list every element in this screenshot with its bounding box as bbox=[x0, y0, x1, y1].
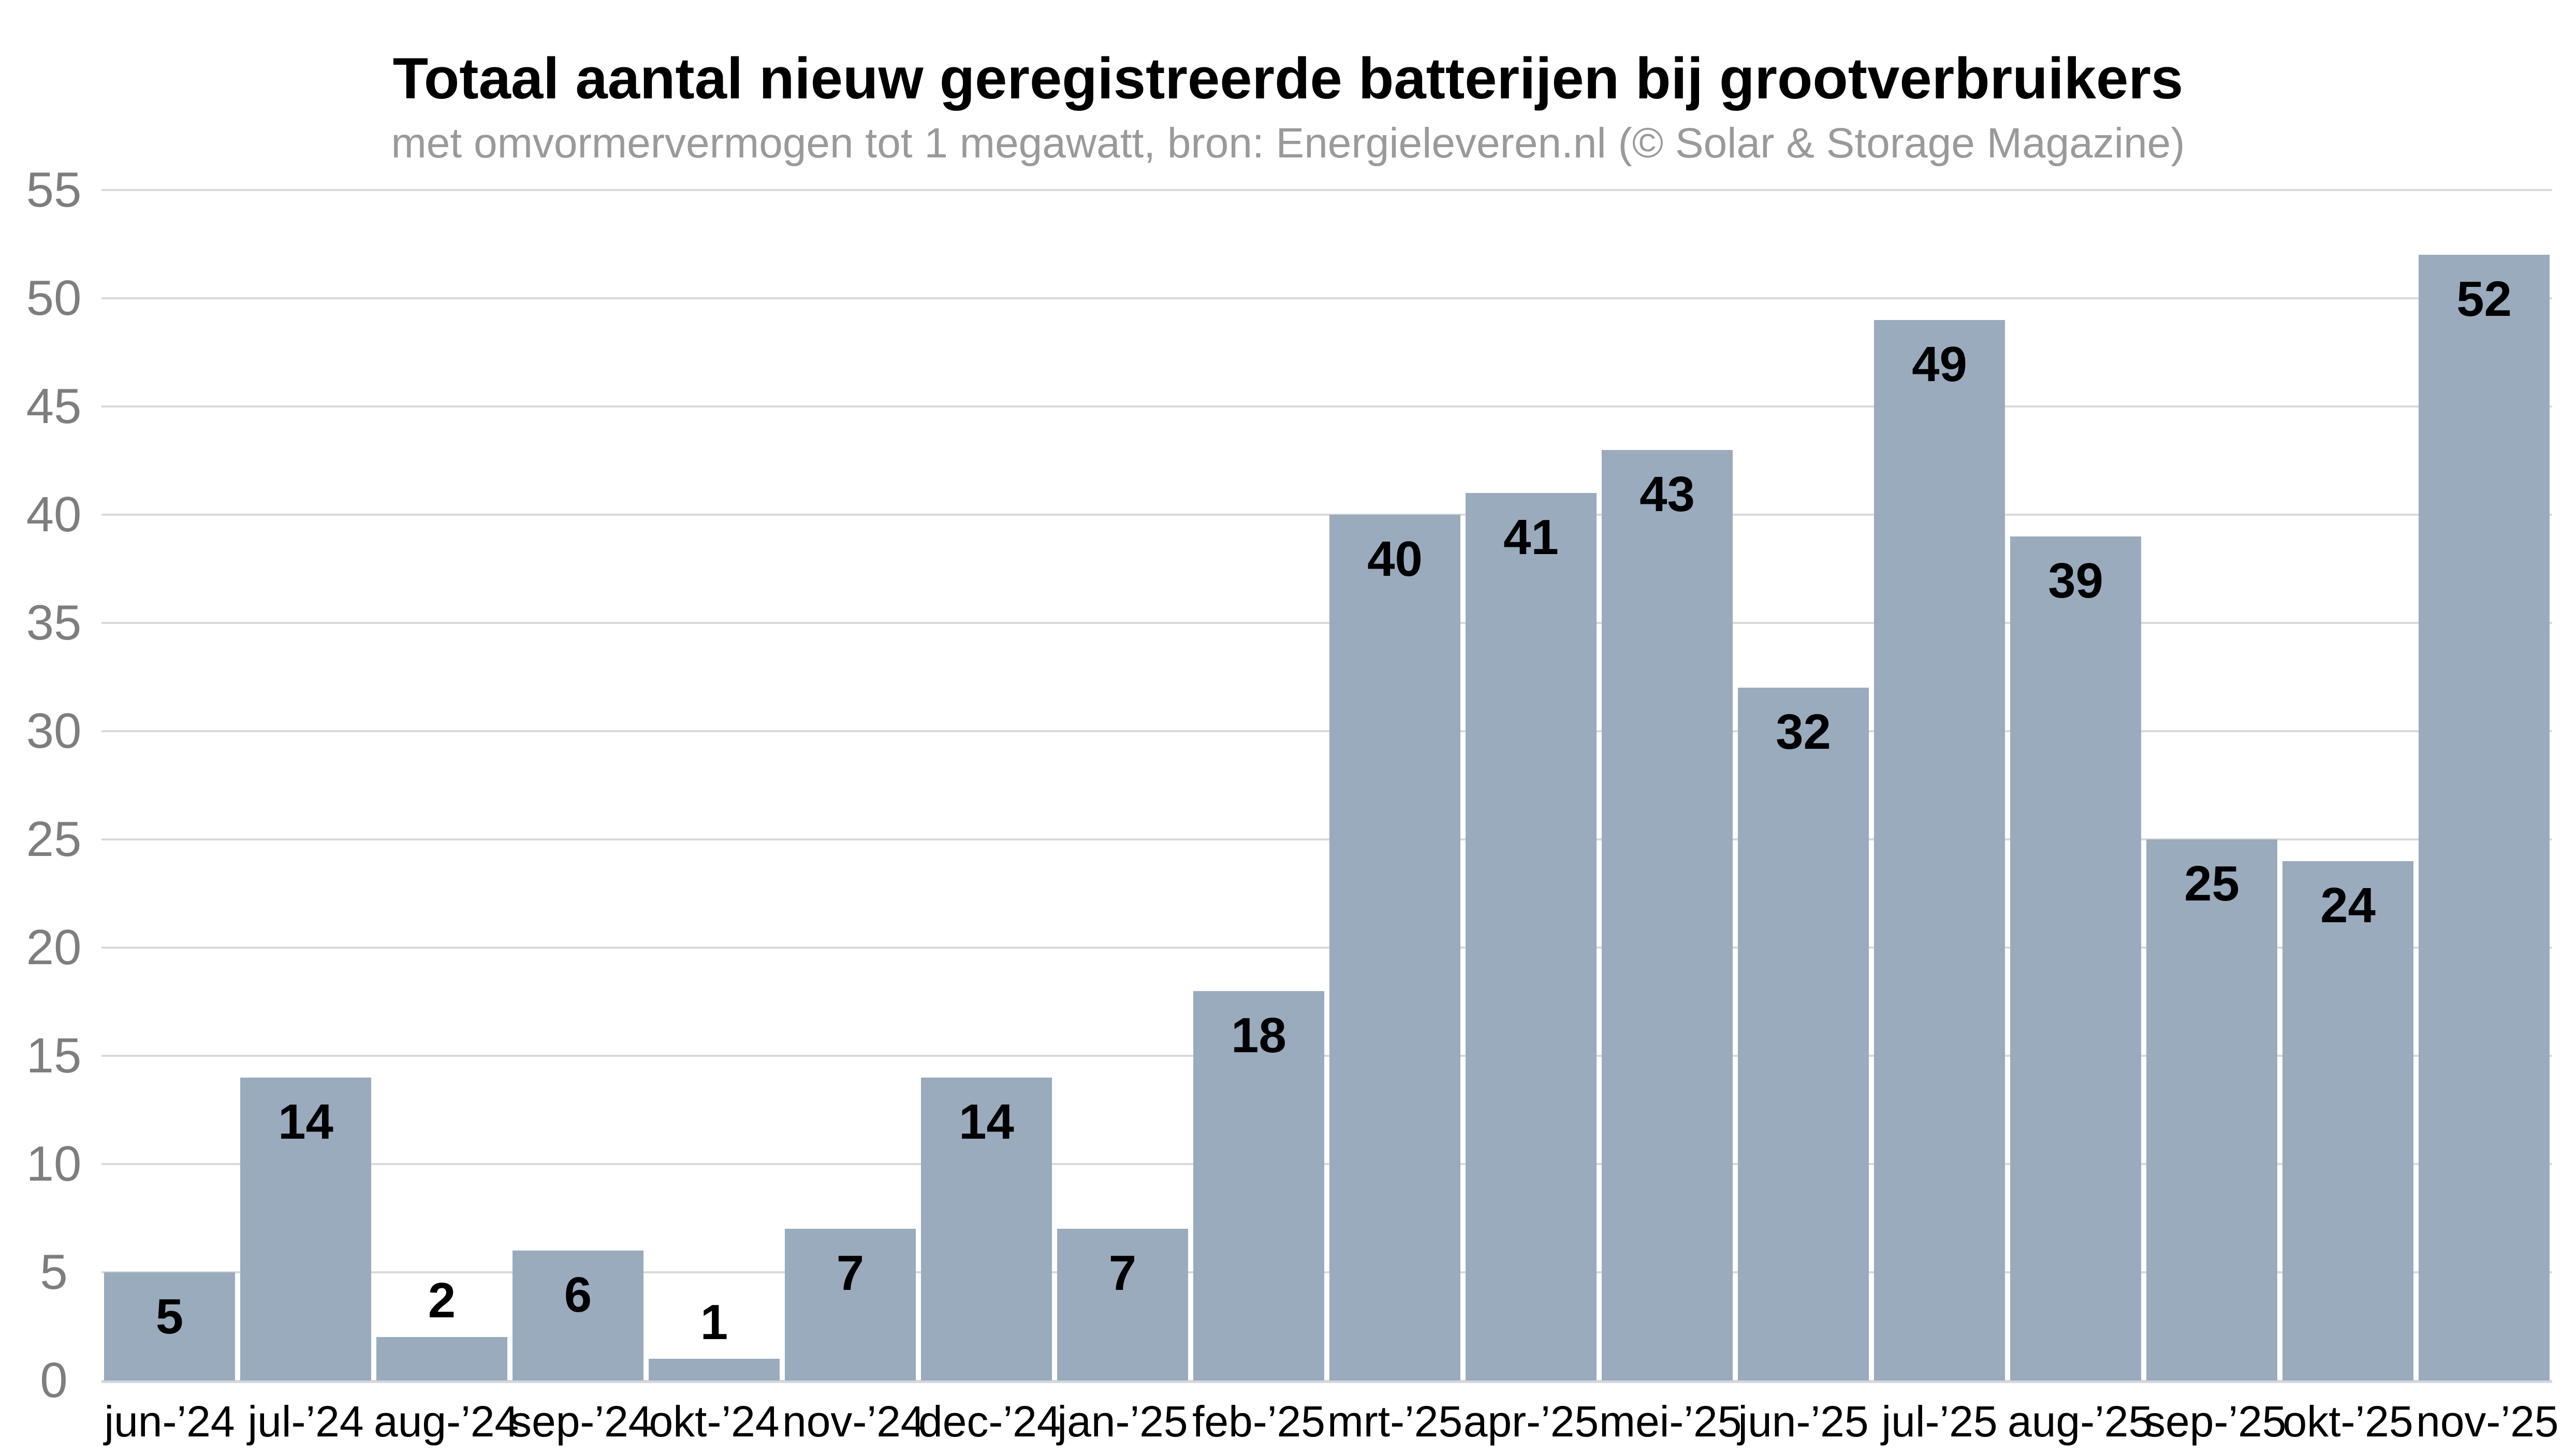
bar-value-label: 14 bbox=[959, 1094, 1014, 1150]
bar-value-label: 49 bbox=[1912, 337, 1967, 392]
gridline bbox=[101, 405, 2552, 408]
bar bbox=[1057, 1229, 1188, 1381]
bar-value-label: 2 bbox=[428, 1273, 456, 1328]
x-axis-label: apr-’25 bbox=[1463, 1397, 1599, 1446]
bar-value-label: 7 bbox=[836, 1245, 865, 1301]
x-axis-label: jun-’24 bbox=[104, 1397, 235, 1446]
x-axis-label: jul-’24 bbox=[247, 1397, 364, 1446]
bar-value-label: 25 bbox=[2184, 856, 2240, 911]
gridline bbox=[101, 730, 2552, 732]
gridline bbox=[101, 838, 2552, 840]
gridline bbox=[101, 514, 2552, 516]
gridline bbox=[101, 1163, 2552, 1165]
x-axis-label: jul-’25 bbox=[1881, 1397, 1998, 1446]
bar-value-label: 40 bbox=[1367, 531, 1423, 587]
y-axis-tick-label: 50 bbox=[26, 270, 82, 326]
y-axis-tick-label: 40 bbox=[26, 487, 82, 542]
bar bbox=[376, 1337, 507, 1381]
gridline bbox=[101, 1271, 2552, 1273]
bar bbox=[1602, 450, 1733, 1381]
bar bbox=[1329, 515, 1460, 1381]
y-axis-tick-label: 55 bbox=[26, 162, 82, 217]
x-axis-label: jan-’25 bbox=[1057, 1397, 1188, 1446]
x-axis-label: feb-’25 bbox=[1192, 1397, 1325, 1446]
bar-value-label: 14 bbox=[278, 1094, 333, 1150]
bar-value-label: 32 bbox=[1776, 704, 1831, 760]
bar-value-label: 39 bbox=[2048, 553, 2103, 608]
gridline bbox=[101, 947, 2552, 949]
x-axis-label: okt-’24 bbox=[649, 1397, 780, 1446]
bar-value-label: 7 bbox=[1108, 1245, 1137, 1301]
gridline bbox=[101, 1055, 2552, 1057]
bar bbox=[2419, 255, 2550, 1381]
bar-value-label: 1 bbox=[700, 1295, 728, 1350]
gridline bbox=[101, 622, 2552, 624]
gridline bbox=[101, 189, 2552, 191]
gridline bbox=[101, 297, 2552, 299]
bar bbox=[104, 1272, 235, 1381]
x-axis-label: aug-’25 bbox=[2008, 1397, 2153, 1446]
x-axis-label: aug-’24 bbox=[374, 1397, 519, 1446]
y-axis-tick-label: 15 bbox=[26, 1028, 82, 1083]
bar bbox=[785, 1229, 916, 1381]
bar bbox=[2146, 839, 2277, 1381]
x-axis-label: dec-’24 bbox=[918, 1397, 1061, 1446]
x-axis-label: mrt-’25 bbox=[1327, 1397, 1463, 1446]
bar bbox=[649, 1359, 780, 1381]
bar bbox=[2282, 861, 2413, 1381]
bar bbox=[1874, 320, 2005, 1381]
y-axis-tick-label: 35 bbox=[26, 595, 82, 650]
bar-value-label: 6 bbox=[564, 1267, 592, 1323]
x-axis-label: sep-’25 bbox=[2144, 1397, 2287, 1446]
y-axis-tick-label: 20 bbox=[26, 920, 82, 975]
bar-value-label: 43 bbox=[1640, 467, 1695, 522]
x-axis-label: sep-’24 bbox=[510, 1397, 653, 1446]
bar-value-label: 52 bbox=[2456, 271, 2512, 327]
x-axis-label: mei-’25 bbox=[1599, 1397, 1742, 1446]
y-axis-tick-label: 10 bbox=[26, 1136, 82, 1192]
x-axis-line bbox=[101, 1380, 2552, 1383]
bar bbox=[240, 1078, 371, 1381]
y-axis-tick-label: 0 bbox=[40, 1353, 68, 1408]
bar-value-label: 24 bbox=[2320, 878, 2376, 933]
bar bbox=[1466, 493, 1597, 1381]
x-axis-label: okt-’25 bbox=[2282, 1397, 2413, 1446]
bar-value-label: 5 bbox=[155, 1289, 184, 1344]
y-axis-tick-label: 45 bbox=[26, 379, 82, 434]
chart-subtitle: met omvormervermogen tot 1 megawatt, bro… bbox=[391, 120, 2185, 167]
bar bbox=[1193, 991, 1324, 1381]
x-axis-label: nov-’24 bbox=[782, 1397, 925, 1446]
bar-value-label: 18 bbox=[1231, 1008, 1286, 1063]
bar bbox=[2010, 536, 2141, 1381]
chart-title: Totaal aantal nieuw geregistreerde batte… bbox=[392, 46, 2184, 111]
bar-value-label: 41 bbox=[1503, 510, 1559, 565]
y-axis-tick-label: 25 bbox=[26, 811, 82, 867]
bar bbox=[513, 1251, 643, 1381]
y-axis-tick-label: 5 bbox=[40, 1244, 68, 1300]
x-axis-label: nov-’25 bbox=[2416, 1397, 2559, 1446]
bar bbox=[921, 1078, 1052, 1381]
y-axis-tick-label: 30 bbox=[26, 703, 82, 759]
x-axis-label: jun-’25 bbox=[1738, 1397, 1869, 1446]
bar bbox=[1738, 688, 1869, 1381]
